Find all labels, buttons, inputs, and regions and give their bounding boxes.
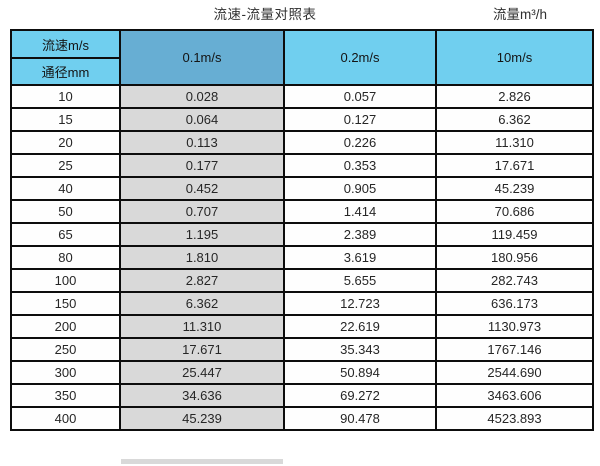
diameter-cell: 300: [10, 360, 121, 385]
diameter-cell: 15: [10, 107, 121, 132]
value-cell-10ms: 180.956: [435, 245, 594, 270]
corner-velocity-label: 流速m/s: [10, 29, 121, 59]
value-cell-0-2ms: 0.353: [283, 153, 437, 178]
value-cell-10ms: 119.459: [435, 222, 594, 247]
column-header-0-2ms: 0.2m/s: [283, 29, 437, 86]
diameter-cell: 100: [10, 268, 121, 293]
value-cell-10ms: 11.310: [435, 130, 594, 155]
diameter-cell: 150: [10, 291, 121, 316]
header-row-bottom: 通径mm: [10, 57, 593, 86]
value-cell-0-1ms: 2.827: [119, 268, 285, 293]
value-cell-10ms: 1767.146: [435, 337, 594, 362]
table-row: 10 0.028 0.057 2.826: [10, 84, 594, 109]
diameter-cell: 250: [10, 337, 121, 362]
diameter-cell: 10: [10, 84, 121, 109]
table-row: 250 17.671 35.343 1767.146: [10, 337, 594, 362]
table-row: 80 1.810 3.619 180.956: [10, 245, 594, 270]
value-cell-0-1ms: 1.810: [119, 245, 285, 270]
value-cell-0-2ms: 90.478: [283, 406, 437, 431]
diameter-cell: 40: [10, 176, 121, 201]
value-cell-0-2ms: 69.272: [283, 383, 437, 408]
value-cell-10ms: 2.826: [435, 84, 594, 109]
table-row: 100 2.827 5.655 282.743: [10, 268, 594, 293]
value-cell-10ms: 45.239: [435, 176, 594, 201]
value-cell-0-1ms: 45.239: [119, 406, 285, 431]
table-row: 40 0.452 0.905 45.239: [10, 176, 594, 201]
value-cell-0-2ms: 12.723: [283, 291, 437, 316]
value-cell-0-2ms: 3.619: [283, 245, 437, 270]
value-cell-0-1ms: 0.028: [119, 84, 285, 109]
value-cell-0-2ms: 0.226: [283, 130, 437, 155]
value-cell-10ms: 2544.690: [435, 360, 594, 385]
value-cell-0-2ms: 0.905: [283, 176, 437, 201]
value-cell-0-2ms: 35.343: [283, 337, 437, 362]
table-row: 20 0.113 0.226 11.310: [10, 130, 594, 155]
value-cell-10ms: 6.362: [435, 107, 594, 132]
value-cell-0-1ms: 25.447: [119, 360, 285, 385]
corner-diameter-label: 通径mm: [10, 57, 121, 86]
flow-conversion-table: 流速m/s 0.1m/s 0.2m/s 10m/s 通径mm 10 0.028 …: [10, 29, 594, 431]
value-cell-0-2ms: 22.619: [283, 314, 437, 339]
table-row: 150 6.362 12.723 636.173: [10, 291, 594, 316]
diameter-cell: 65: [10, 222, 121, 247]
value-cell-0-1ms: 0.064: [119, 107, 285, 132]
diameter-cell: 350: [10, 383, 121, 408]
table-row: 400 45.239 90.478 4523.893: [10, 406, 594, 431]
shaded-column-tail: [121, 459, 283, 464]
value-cell-0-2ms: 2.389: [283, 222, 437, 247]
value-cell-10ms: 70.686: [435, 199, 594, 224]
value-cell-10ms: 1130.973: [435, 314, 594, 339]
value-cell-0-1ms: 0.177: [119, 153, 285, 178]
value-cell-0-2ms: 0.057: [283, 84, 437, 109]
value-cell-0-1ms: 17.671: [119, 337, 285, 362]
value-cell-10ms: 636.173: [435, 291, 594, 316]
value-cell-10ms: 282.743: [435, 268, 594, 293]
table-header: 流速m/s 0.1m/s 0.2m/s 10m/s 通径mm: [10, 29, 594, 86]
diameter-cell: 400: [10, 406, 121, 431]
table-row: 65 1.195 2.389 119.459: [10, 222, 594, 247]
diameter-cell: 80: [10, 245, 121, 270]
table-row: 25 0.177 0.353 17.671: [10, 153, 594, 178]
table-body: 10 0.028 0.057 2.826 15 0.064 0.127 6.36…: [10, 84, 594, 431]
table-row: 300 25.447 50.894 2544.690: [10, 360, 594, 385]
value-cell-0-1ms: 34.636: [119, 383, 285, 408]
header-row-top: 流速m/s 0.1m/s 0.2m/s 10m/s: [10, 29, 594, 86]
value-cell-10ms: 4523.893: [435, 406, 594, 431]
diameter-cell: 50: [10, 199, 121, 224]
diameter-cell: 20: [10, 130, 121, 155]
value-cell-0-2ms: 50.894: [283, 360, 437, 385]
value-cell-0-1ms: 0.452: [119, 176, 285, 201]
value-cell-0-1ms: 1.195: [119, 222, 285, 247]
column-header-10ms: 10m/s: [435, 29, 594, 86]
table-title: 流速-流量对照表: [213, 7, 317, 22]
value-cell-0-2ms: 5.655: [283, 268, 437, 293]
flow-rate-unit-label: 流量m³/h: [493, 7, 547, 22]
table-row: 350 34.636 69.272 3463.606: [10, 383, 594, 408]
column-header-0-1ms: 0.1m/s: [119, 29, 285, 86]
value-cell-0-2ms: 1.414: [283, 199, 437, 224]
table-row: 50 0.707 1.414 70.686: [10, 199, 594, 224]
table-row: 200 11.310 22.619 1130.973: [10, 314, 594, 339]
value-cell-0-1ms: 11.310: [119, 314, 285, 339]
diameter-cell: 200: [10, 314, 121, 339]
value-cell-0-1ms: 0.707: [119, 199, 285, 224]
value-cell-0-2ms: 0.127: [283, 107, 437, 132]
value-cell-0-1ms: 6.362: [119, 291, 285, 316]
value-cell-0-1ms: 0.113: [119, 130, 285, 155]
table-row: 15 0.064 0.127 6.362: [10, 107, 594, 132]
value-cell-10ms: 17.671: [435, 153, 594, 178]
diameter-cell: 25: [10, 153, 121, 178]
value-cell-10ms: 3463.606: [435, 383, 594, 408]
